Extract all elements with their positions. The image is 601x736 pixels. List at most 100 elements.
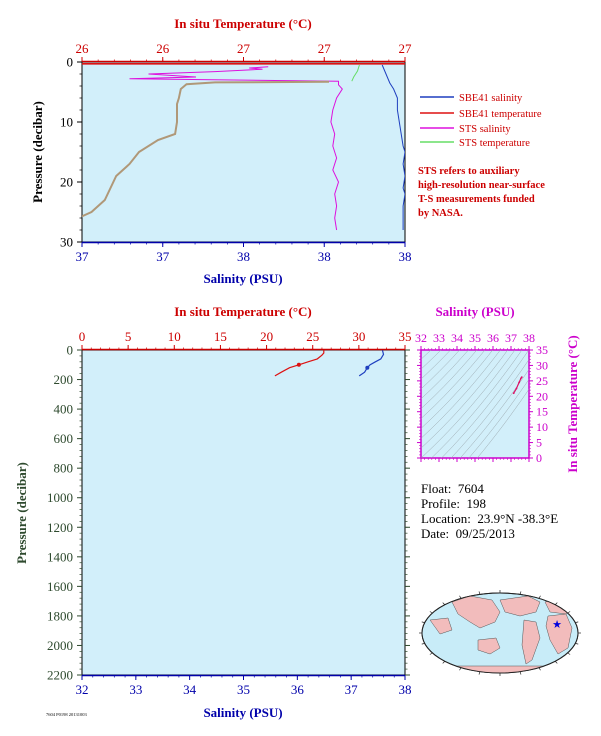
- map-graticule-tick: [459, 595, 462, 599]
- bottom-temperature-tick-label-3: 15: [214, 329, 227, 344]
- ts-point-1: [515, 387, 518, 390]
- map-landmass-west: [429, 617, 453, 635]
- bottom-salinity-tick-label-6: 38: [399, 682, 412, 697]
- bottom-temperature-tick-label-5: 25: [306, 329, 319, 344]
- map-landmass-australia: [477, 637, 501, 655]
- bottom-temperature-axis-title: In situ Temperature (°C): [174, 304, 312, 319]
- bottom-temperature-tick-label-2: 10: [168, 329, 181, 344]
- bottom-salinity-axis-title: Salinity (PSU): [203, 705, 282, 720]
- date-value: 09/25/2013: [455, 526, 515, 541]
- bottom-temperature-tick-label-4: 20: [260, 329, 273, 344]
- bottom-series-marker-salinity: [365, 365, 370, 370]
- ts-y-tick-label-0: 0: [536, 451, 542, 465]
- map-graticule-tick: [429, 652, 433, 655]
- bottom-y-tick-label-6: 1200: [47, 520, 73, 535]
- ts-x-tick-label-6: 38: [523, 331, 535, 345]
- float-location-marker: ★: [552, 619, 562, 631]
- ts-point-3: [520, 377, 522, 380]
- bottom-y-tick-label-7: 1400: [47, 549, 73, 564]
- ts-temperature-axis-title: In situ Temperature (°C): [565, 335, 580, 473]
- profile-value: 198: [466, 496, 487, 511]
- float-info-block: Float: 7604 Profile: 198 Location: 23.9°…: [421, 481, 558, 541]
- float-value: 7604: [457, 481, 484, 496]
- legend: SBE41 salinity SBE41 temperature STS sal…: [418, 93, 545, 219]
- ts-density-contour-line: [421, 350, 516, 458]
- map-graticule-tick: [538, 667, 541, 671]
- top-axes: 37 37 38 38 38 26 26 27 27 27 0 10 20 30: [60, 41, 412, 264]
- ts-x-tick-label-2: 34: [451, 331, 463, 345]
- top-temperature-axis-title: In situ Temperature (°C): [174, 16, 312, 31]
- ts-point-2: [518, 381, 520, 384]
- ts-density-contour-line: [421, 350, 494, 429]
- ts-y-tick-label-3: 15: [536, 405, 548, 419]
- bottom-temperature-tick-label-7: 35: [399, 329, 412, 344]
- bottom-salinity-tick-label-5: 37: [345, 682, 359, 697]
- legend-label-sts-temperature: STS temperature: [459, 138, 530, 149]
- date-row: Date: 09/25/2013: [421, 526, 558, 541]
- map-landmass-asia: [451, 595, 501, 629]
- top-y-tick-label-0: 0: [67, 55, 74, 70]
- map-landmass-south-america: [521, 619, 541, 665]
- ts-x-tick-label-5: 37: [505, 331, 517, 345]
- location-map: ★: [419, 590, 581, 676]
- top-bottom-tick-label-3: 38: [318, 249, 331, 264]
- profile-label: Profile:: [421, 496, 460, 511]
- bottom-pressure-axis-title: Pressure (decibar): [14, 462, 29, 564]
- bottom-salinity-tick-label-2: 34: [183, 682, 197, 697]
- top-y-tick-label-3: 30: [60, 235, 73, 250]
- bottom-salinity-tick-label-4: 36: [291, 682, 305, 697]
- map-graticule-tick: [442, 602, 446, 605]
- map-graticule-tick: [478, 591, 481, 595]
- ts-density-contour-line: [459, 369, 529, 458]
- map-graticule-tick: [519, 591, 522, 595]
- bottom-temperature-tick-label-1: 5: [125, 329, 132, 344]
- map-graticule-tick: [459, 667, 462, 671]
- ts-x-tick-label-0: 32: [415, 331, 427, 345]
- profile-row: Profile: 198: [421, 496, 558, 511]
- map-graticule-tick: [429, 611, 433, 614]
- top-top-tick-label-0: 26: [76, 41, 90, 56]
- ts-density-contour-line: [421, 350, 442, 370]
- map-graticule-tick: [554, 661, 558, 664]
- ts-density-contour-line: [421, 350, 460, 390]
- top-bottom-tick-label-0: 37: [76, 249, 90, 264]
- ts-point-4: [520, 376, 523, 379]
- top-series-group: [82, 63, 405, 231]
- float-row: Float: 7604: [421, 481, 558, 496]
- bottom-y-tick-label-9: 1800: [47, 608, 73, 623]
- map-graticule-tick: [478, 671, 481, 675]
- bottom-axes: 32 33 34 35 36 37 38 0 5 10 15 20 25 30 35 0 200 400 600 80…: [47, 329, 412, 697]
- ts-density-contour-line: [441, 350, 529, 458]
- legend-label-sbe41-salinity: SBE41 salinity: [459, 93, 523, 104]
- ts-density-contour-line: [421, 350, 451, 380]
- top-panel: 37 37 38 38 38 26 26 27 27 27 0 10 20 30 In situ Temp…: [30, 16, 412, 286]
- ts-point-0: [512, 392, 515, 395]
- ts-salinity-axis-title: Salinity (PSU): [435, 304, 514, 319]
- date-label: Date:: [421, 526, 450, 541]
- ts-density-contour-line: [421, 350, 478, 409]
- bottom-y-tick-label-11: 2200: [47, 668, 73, 683]
- ts-y-tick-label-6: 30: [536, 358, 548, 372]
- bottom-y-tick-label-10: 2000: [47, 638, 73, 653]
- bottom-series-line-salinity: [358, 350, 385, 377]
- map-landmass-africa: [545, 613, 573, 655]
- bottom-salinity-tick-label-1: 33: [129, 682, 142, 697]
- note-line-2: high-resolution near-surface: [418, 180, 545, 191]
- legend-label-sts-salinity: STS salinity: [459, 124, 511, 135]
- top-salinity-axis-title: Salinity (PSU): [203, 271, 282, 286]
- bottom-series-group: [274, 350, 385, 377]
- bottom-y-tick-label-1: 200: [54, 372, 74, 387]
- footer-code: 7604 P0198 20131003: [46, 712, 88, 717]
- bottom-y-tick-label-3: 600: [54, 431, 74, 446]
- bottom-salinity-tick-label-3: 35: [237, 682, 250, 697]
- top-bottom-tick-label-2: 38: [237, 249, 250, 264]
- top-pressure-axis-title: Pressure (decibar): [30, 101, 45, 203]
- map-graticule-ticks: [419, 590, 581, 676]
- map-graticule-tick: [421, 621, 425, 623]
- ts-density-contour-line: [431, 350, 523, 458]
- bottom-salinity-tick-label-0: 32: [76, 682, 89, 697]
- note-line-3: T-S measurements funded: [418, 194, 535, 205]
- top-plot-area: [81, 61, 406, 243]
- ts-y-tick-label-1: 5: [536, 436, 542, 450]
